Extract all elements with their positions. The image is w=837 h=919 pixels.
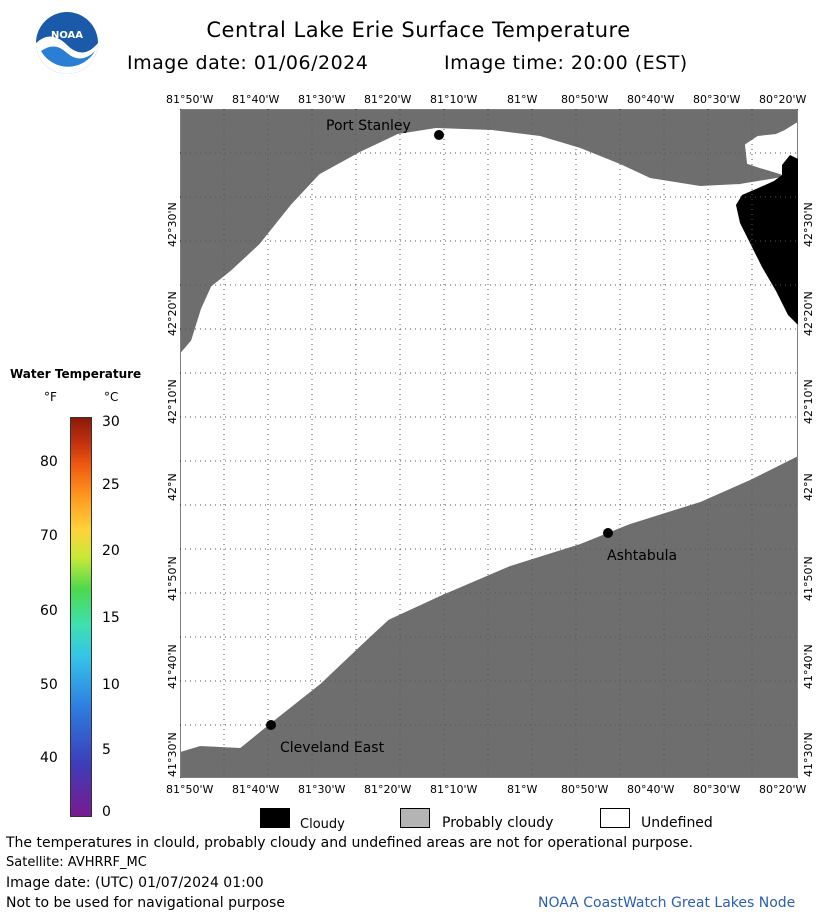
c-tick: 15 [102, 610, 120, 626]
map-title: Central Lake Erie Surface Temperature [206, 18, 631, 42]
f-tick: 50 [40, 677, 58, 693]
c-tick: 10 [102, 677, 120, 693]
lon-label-bottom: 80°30'W [693, 783, 741, 796]
lon-label-top: 80°50'W [561, 93, 609, 106]
lon-label-bottom: 80°40'W [627, 783, 675, 796]
c-tick: 20 [102, 543, 120, 559]
lat-label-right: 41°40'N [802, 644, 815, 689]
image-date: Image date: 01/06/2024 [127, 52, 369, 74]
lat-label-right: 41°50'N [802, 556, 815, 601]
probably-cloudy-label: Probably cloudy [442, 815, 554, 831]
c-tick: 25 [102, 477, 120, 493]
lon-label-top: 81°10'W [430, 93, 478, 106]
lon-label-bottom: 80°20'W [759, 783, 807, 796]
lat-label-right: 42°30'N [802, 202, 815, 247]
lon-label-bottom: 81°W [507, 783, 538, 796]
lat-label-left: 42°20'N [166, 291, 179, 336]
lat-label-left: 42°10'N [166, 379, 179, 424]
disclaimer-text: The temperatures in clould, probably clo… [6, 835, 693, 851]
lon-label-top: 80°30'W [693, 93, 741, 106]
lon-label-top: 81°W [507, 93, 538, 106]
cloudy-label: Cloudy [300, 817, 345, 832]
lon-label-bottom: 80°50'W [561, 783, 609, 796]
lon-label-bottom: 81°10'W [430, 783, 478, 796]
f-tick: 60 [40, 603, 58, 619]
satellite-text: Satellite: AVHRRF_MC [6, 855, 147, 870]
city-label: Port Stanley [326, 118, 411, 134]
lat-label-right: 42°N [802, 473, 815, 501]
lon-label-bottom: 81°30'W [298, 783, 346, 796]
undefined-swatch [600, 808, 630, 828]
f-tick: 70 [40, 528, 58, 544]
lon-label-top: 80°20'W [759, 93, 807, 106]
c-tick: 0 [102, 804, 111, 820]
lat-label-left: 41°40'N [166, 644, 179, 689]
lon-label-bottom: 81°20'W [364, 783, 412, 796]
lon-label-top: 81°30'W [298, 93, 346, 106]
undefined-label: Undefined [641, 815, 713, 831]
lat-label-left: 41°50'N [166, 556, 179, 601]
c-tick: 5 [102, 742, 111, 758]
color-scale-title: Water Temperature [10, 367, 142, 381]
logo-text: NOAA [51, 30, 83, 41]
probably-cloudy-swatch [400, 808, 430, 828]
lon-label-bottom: 81°40'W [232, 783, 280, 796]
lat-label-left: 42°N [166, 473, 179, 501]
city-marker-port-stanley [434, 130, 444, 140]
land-south [180, 453, 798, 778]
unit-f-label: °F [44, 390, 57, 404]
city-label: Cleveland East [280, 740, 385, 756]
city-marker-cleveland-east [266, 720, 276, 730]
navigation-warning: Not to be used for navigational purpose [6, 895, 285, 911]
city-marker-ashtabula [603, 528, 613, 538]
image-time: Image time: 20:00 (EST) [444, 52, 688, 74]
c-tick: 30 [102, 414, 120, 430]
cloud-area [736, 155, 798, 325]
lat-label-left: 41°30'N [166, 732, 179, 777]
unit-c-label: °C [104, 390, 119, 404]
lat-label-right: 42°10'N [802, 379, 815, 424]
lon-label-top: 81°40'W [232, 93, 280, 106]
noaa-logo: NOAA [36, 12, 98, 74]
lon-label-top: 80°40'W [627, 93, 675, 106]
land-north [180, 109, 798, 357]
color-scale-bar [70, 417, 92, 817]
f-tick: 80 [40, 454, 58, 470]
coastwatch-node-link[interactable]: NOAA CoastWatch Great Lakes Node [538, 895, 796, 911]
lon-label-bottom: 81°50'W [166, 783, 214, 796]
lon-label-top: 81°50'W [166, 93, 214, 106]
lake-map [180, 109, 798, 778]
utc-date-text: Image date: (UTC) 01/07/2024 01:00 [6, 875, 264, 891]
lon-label-top: 81°20'W [364, 93, 412, 106]
lat-label-right: 41°30'N [802, 732, 815, 777]
lat-label-left: 42°30'N [166, 202, 179, 247]
city-label: Ashtabula [607, 548, 678, 564]
cloudy-swatch [260, 808, 290, 828]
graticule [180, 109, 798, 778]
lat-label-right: 42°20'N [802, 291, 815, 336]
f-tick: 40 [40, 750, 58, 766]
